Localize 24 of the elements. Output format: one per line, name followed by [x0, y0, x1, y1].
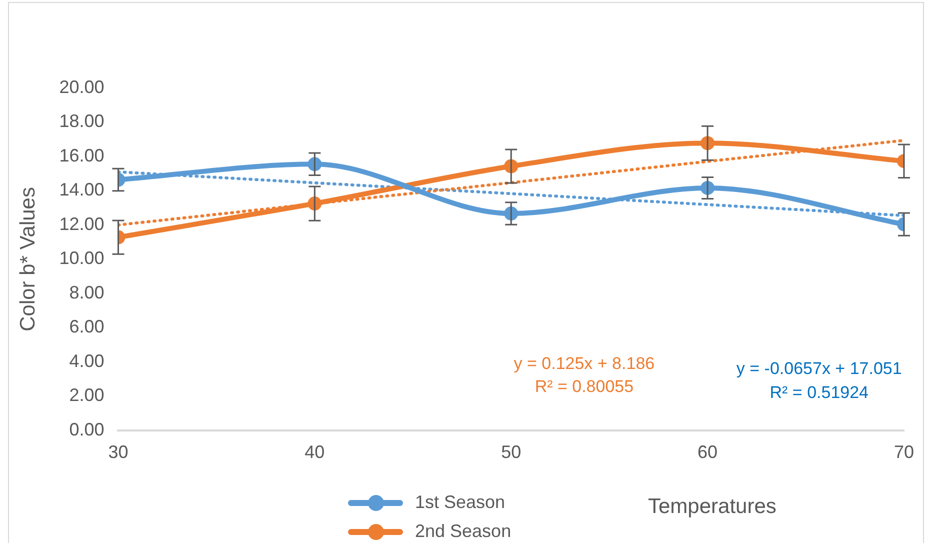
- y-tick-label: 4.00: [69, 350, 104, 371]
- x-tick-label: 70: [894, 442, 914, 462]
- y-tick-label: 16.00: [59, 145, 104, 166]
- y-tick-label: 20.00: [59, 76, 104, 97]
- x-tick-label: 60: [698, 442, 718, 462]
- y-tick-label: 0.00: [69, 419, 104, 440]
- y-tick-label: 6.00: [69, 316, 104, 337]
- annotation: y = 0.125x + 8.186: [514, 354, 655, 374]
- x-tick-label: 40: [304, 442, 325, 462]
- annotation: R² = 0.51924: [770, 383, 869, 402]
- y-tick-label: 14.00: [59, 180, 104, 200]
- legend-label: 1st Season: [415, 492, 506, 513]
- x-tick-label: 30: [108, 442, 128, 462]
- annotation: R² = 0.80055: [534, 377, 634, 396]
- y-tick-label: 8.00: [69, 282, 104, 302]
- x-axis-title: Temperatures: [648, 495, 776, 519]
- y-tick-label: 2.00: [69, 385, 104, 406]
- y-axis-title: Color b* Values: [16, 187, 40, 332]
- y-tick-label: 12.00: [59, 214, 104, 234]
- legend-label: 2nd Season: [415, 521, 512, 542]
- x-tick-label: 50: [501, 442, 522, 462]
- y-tick-label: 18.00: [59, 111, 104, 132]
- y-tick-label: 10.00: [59, 248, 104, 268]
- annotation: y = -0.0657x + 17.051: [736, 359, 902, 378]
